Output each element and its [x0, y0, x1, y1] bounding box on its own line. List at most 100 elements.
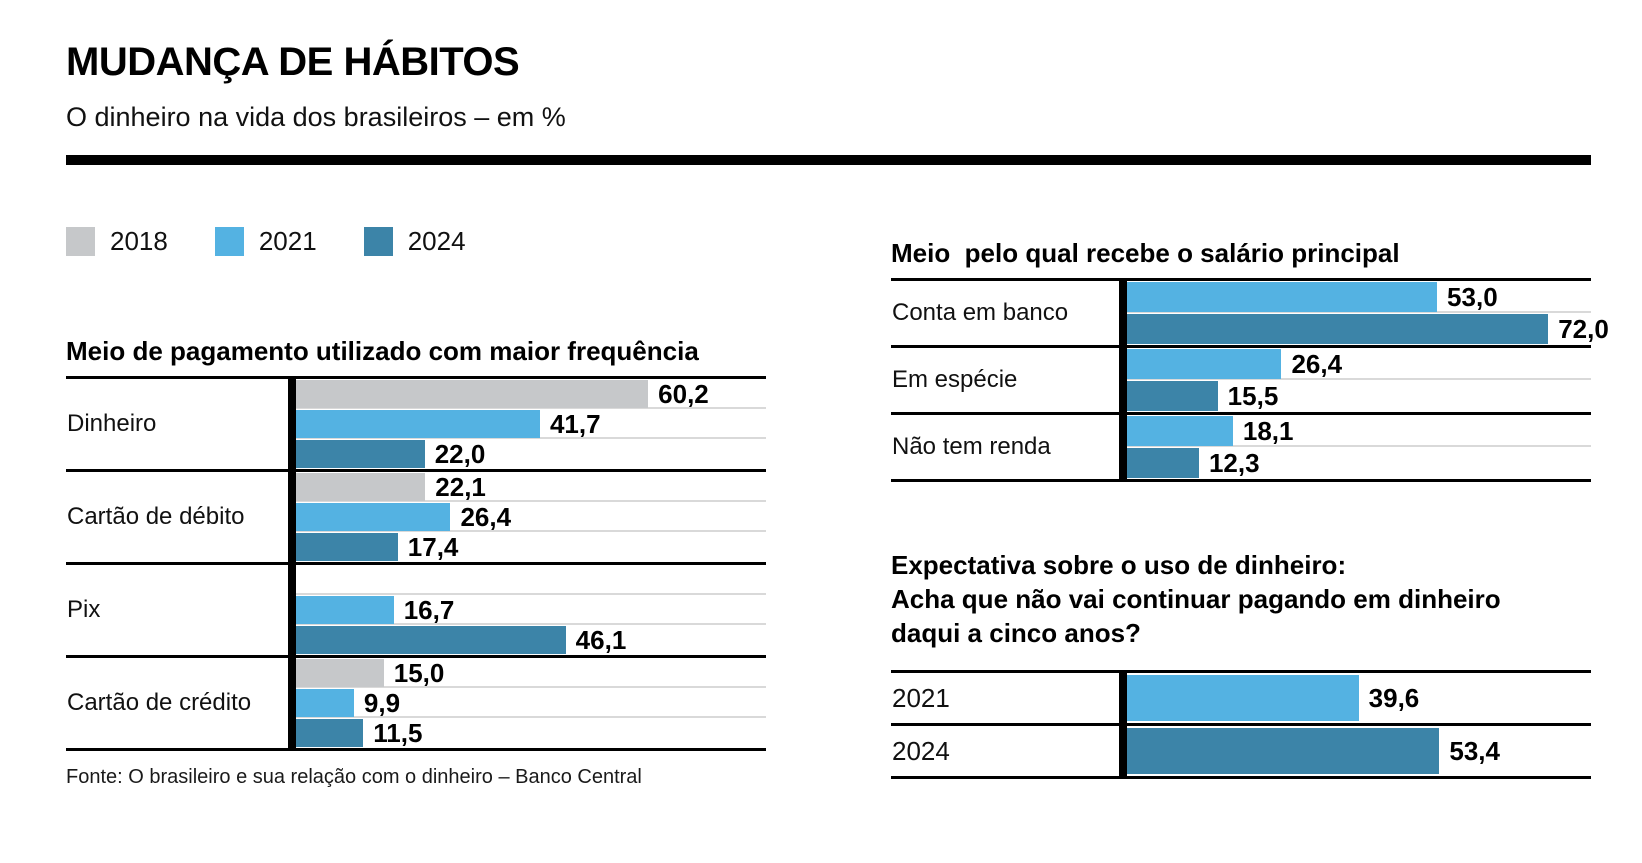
category-label: Em espécie	[892, 366, 1018, 393]
legend-item-2024: 2024	[363, 226, 466, 257]
bar-row: 18,1	[1127, 415, 1591, 447]
chart-title-salary-method: Meio pelo qual recebe o salário principa…	[891, 238, 1400, 268]
bar-2024	[1127, 381, 1218, 411]
legend-swatch-2024	[363, 227, 393, 256]
chart-payment-frequency: Meio de pagamento utilizado com maior fr…	[66, 334, 766, 751]
bar-value-label: 22,0	[434, 439, 486, 469]
legend: 2018 2021 2024	[66, 226, 466, 257]
category-band: Cartão de débito 22,1 26,4 17,4	[66, 472, 766, 565]
bar-value-label: 12,3	[1208, 448, 1260, 478]
bar-2021	[296, 689, 354, 717]
bar-value-label: 9,9	[363, 688, 401, 718]
category-band: Dinheiro 60,2 41,7 22,0	[66, 379, 766, 472]
bar-2024	[1127, 448, 1199, 478]
bar-rows: 16,7 46,1	[296, 565, 766, 655]
bar-2021	[1127, 349, 1282, 379]
bar-value-label: 72,0	[1558, 314, 1609, 344]
bar-2024	[296, 719, 364, 747]
category-band: Cartão de crédito 15,0 9,9 11,5	[66, 658, 766, 751]
bar-row: 22,0	[296, 439, 766, 469]
bar-2018	[296, 473, 426, 501]
bar-2021	[296, 596, 394, 624]
legend-label-2024: 2024	[407, 226, 466, 256]
bar-value-label: 26,4	[1291, 349, 1343, 379]
bar-value-label: 17,4	[407, 532, 459, 562]
category-label: 2021	[892, 682, 950, 713]
header-rule	[66, 155, 1591, 165]
bar-value-label: 26,4	[460, 502, 512, 532]
bar-value-label: 11,5	[373, 718, 423, 748]
legend-label-2018: 2018	[110, 226, 168, 256]
bar-row: 53,4	[1127, 726, 1591, 776]
bar-value-label: 15,0	[393, 658, 445, 688]
axis-line	[288, 379, 296, 751]
category-label: Cartão de crédito	[67, 689, 252, 716]
source-note: Fonte: O brasileiro e sua relação com o …	[66, 766, 642, 788]
bar-value-label: 18,1	[1242, 416, 1294, 446]
bar-rows: 26,4 15,5	[1127, 348, 1591, 412]
bar-rows: 15,0 9,9 11,5	[296, 658, 766, 748]
chart-plot-area-cash-expectation: 2021 39,6 2024 53,4	[891, 670, 1591, 779]
bar-2024	[296, 440, 425, 468]
category-band: Pix 16,7 46,1	[66, 565, 766, 658]
chart-plot-area-payment-frequency: Dinheiro 60,2 41,7 22,0 Cartão de débito 22,1…	[66, 376, 766, 751]
bar-row: 41,7	[296, 409, 766, 439]
category-label: Dinheiro	[67, 410, 157, 437]
chart-title-payment-frequency: Meio de pagamento utilizado com maior fr…	[66, 336, 699, 366]
category-label: Conta em banco	[892, 299, 1069, 326]
bar-value-label: 39,6	[1368, 683, 1420, 713]
bar-row: 9,9	[296, 688, 766, 718]
bar-2021	[1127, 416, 1233, 446]
chart-cash-expectation: Expectativa sobre o uso de dinheiro: Ach…	[891, 548, 1591, 779]
legend-item-2021: 2021	[214, 226, 317, 257]
bar-row: 12,3	[1127, 447, 1591, 479]
category-label: Pix	[67, 596, 101, 623]
bar-2024	[1127, 728, 1440, 774]
bar-row	[296, 565, 766, 595]
page-subtitle: O dinheiro na vida dos brasileiros – em …	[66, 102, 566, 132]
bar-value-label: 53,0	[1447, 282, 1498, 312]
bar-row: 22,1	[296, 472, 766, 502]
bar-row: 26,4	[1127, 348, 1591, 380]
axis-line	[1119, 281, 1127, 482]
bar-2021	[296, 503, 451, 531]
bar-value-label: 53,4	[1449, 736, 1500, 766]
bar-2024	[296, 626, 566, 654]
chart-plot-area-salary-method: Conta em banco 53,0 72,0 Em espécie 26,4 15,5…	[891, 278, 1609, 482]
category-band: Em espécie 26,4 15,5	[891, 348, 1591, 415]
bar-rows: 39,6	[1127, 673, 1591, 723]
bar-row: 46,1	[296, 625, 766, 655]
legend-item-2018: 2018	[66, 226, 168, 257]
chart-title-cash-expectation: Expectativa sobre o uso de dinheiro: Ach…	[891, 550, 1501, 648]
bar-row: 39,6	[1127, 673, 1591, 723]
bar-row: 53,0	[1127, 281, 1591, 313]
bar-row: 15,0	[296, 658, 766, 688]
bar-row: 26,4	[296, 502, 766, 532]
bar-rows: 60,2 41,7 22,0	[296, 379, 766, 469]
category-band: 2024 53,4	[891, 726, 1591, 779]
bar-rows: 18,1 12,3	[1127, 415, 1591, 479]
bar-value-label: 41,7	[549, 409, 601, 439]
bar-rows: 53,4	[1127, 726, 1591, 776]
bar-2021	[1127, 675, 1359, 721]
category-label: Não tem renda	[892, 433, 1051, 460]
bar-2021	[296, 410, 540, 438]
category-band: Não tem renda 18,1 12,3	[891, 415, 1591, 482]
chart-salary-method: Meio pelo qual recebe o salário principa…	[891, 236, 1609, 482]
legend-swatch-2018	[66, 227, 95, 256]
category-band: 2021 39,6	[891, 673, 1591, 726]
bar-row: 60,2	[296, 379, 766, 409]
bar-value-label: 15,5	[1227, 381, 1279, 411]
axis-line	[1119, 673, 1127, 779]
bar-row: 15,5	[1127, 380, 1591, 412]
bar-2018	[296, 380, 649, 408]
bar-2024	[1127, 314, 1549, 344]
bar-2018	[296, 659, 384, 687]
bar-rows: 53,0 72,0	[1127, 281, 1609, 345]
bar-row: 72,0	[1127, 313, 1609, 345]
legend-label-2021: 2021	[258, 226, 317, 256]
bar-row: 17,4	[296, 532, 766, 562]
legend-swatch-2021	[214, 227, 244, 256]
bar-row: 11,5	[296, 718, 766, 748]
